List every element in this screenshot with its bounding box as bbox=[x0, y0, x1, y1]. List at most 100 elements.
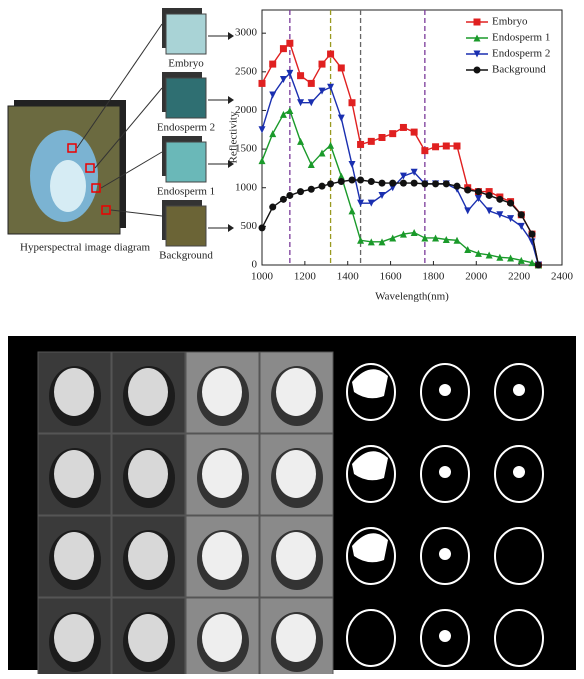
marker bbox=[443, 143, 450, 150]
x-tick-label: 1000 bbox=[251, 271, 274, 283]
marker bbox=[411, 180, 418, 187]
marker bbox=[474, 19, 481, 26]
marker bbox=[349, 161, 356, 168]
cube bbox=[166, 78, 206, 118]
marker bbox=[454, 183, 461, 190]
x-tick-label: 2200 bbox=[508, 271, 531, 283]
seed bbox=[128, 614, 168, 662]
marker bbox=[269, 204, 276, 211]
cube bbox=[166, 206, 206, 246]
marker bbox=[280, 111, 287, 118]
marker bbox=[400, 124, 407, 131]
seed bbox=[54, 532, 94, 580]
part-label: Endosperm 2 bbox=[157, 122, 215, 134]
marker bbox=[443, 180, 450, 187]
x-tick-label: 1600 bbox=[380, 271, 403, 283]
page: {"diagram":{"source_label":"Hyperspectra… bbox=[0, 0, 584, 679]
seed bbox=[202, 450, 242, 498]
marker bbox=[286, 107, 293, 114]
diagram: Hyperspectral image diagram bbox=[8, 100, 151, 254]
region bbox=[439, 384, 451, 396]
marker bbox=[454, 143, 461, 150]
part-label: Embryo bbox=[168, 58, 204, 70]
marker bbox=[259, 157, 266, 164]
y-tick-label: 0 bbox=[252, 259, 258, 271]
marker bbox=[432, 143, 439, 150]
marker bbox=[389, 180, 396, 187]
y-tick-label: 3000 bbox=[235, 27, 258, 39]
marker bbox=[389, 234, 396, 241]
region bbox=[439, 548, 451, 560]
marker bbox=[319, 183, 326, 190]
cube bbox=[166, 142, 206, 182]
x-axis-title: Wavelength(nm) bbox=[375, 291, 449, 303]
marker bbox=[432, 180, 439, 187]
marker bbox=[280, 196, 287, 203]
marker bbox=[259, 80, 266, 87]
marker bbox=[319, 61, 326, 68]
marker bbox=[474, 67, 481, 74]
marker bbox=[280, 45, 287, 52]
seed bbox=[128, 450, 168, 498]
marker bbox=[327, 180, 334, 187]
y-tick-label: 2500 bbox=[235, 65, 258, 77]
marker bbox=[308, 186, 315, 193]
legend-label: Endosperm 1 bbox=[492, 32, 550, 44]
marker bbox=[379, 134, 386, 141]
part-label: Endosperm 1 bbox=[157, 186, 215, 198]
marker bbox=[379, 180, 386, 187]
marker bbox=[368, 138, 375, 145]
region bbox=[439, 466, 451, 478]
marker bbox=[507, 200, 514, 207]
seed bbox=[128, 532, 168, 580]
marker bbox=[327, 51, 334, 58]
marker bbox=[486, 207, 493, 214]
x-tick-label: 1400 bbox=[337, 271, 360, 283]
marker bbox=[308, 80, 315, 87]
arrow-head bbox=[228, 32, 234, 40]
cube bbox=[166, 14, 206, 54]
marker bbox=[349, 207, 356, 214]
marker bbox=[464, 187, 471, 194]
x-tick-label: 1800 bbox=[422, 271, 445, 283]
arrow-head bbox=[228, 96, 234, 104]
legend-label: Embryo bbox=[492, 16, 528, 28]
source-label: Hyperspectral image diagram bbox=[20, 242, 151, 254]
marker bbox=[338, 115, 345, 122]
seed bbox=[54, 614, 94, 662]
marker bbox=[269, 92, 276, 99]
legend-label: Background bbox=[492, 64, 546, 76]
x-tick-label: 2000 bbox=[465, 271, 488, 283]
marker bbox=[475, 188, 482, 195]
marker bbox=[338, 178, 345, 185]
marker bbox=[368, 178, 375, 185]
seed bbox=[276, 368, 316, 416]
marker bbox=[496, 211, 503, 218]
part-label: Background bbox=[159, 250, 213, 262]
marker bbox=[286, 192, 293, 199]
marker bbox=[349, 99, 356, 106]
marker bbox=[421, 180, 428, 187]
seed bbox=[202, 614, 242, 662]
marker bbox=[421, 147, 428, 154]
marker bbox=[286, 40, 293, 47]
marker bbox=[327, 84, 334, 91]
marker bbox=[327, 142, 334, 149]
marker bbox=[389, 130, 396, 137]
seed bbox=[54, 368, 94, 416]
marker bbox=[535, 262, 542, 269]
marker bbox=[496, 196, 503, 203]
y-axis-title: Reflectivity bbox=[228, 111, 240, 163]
seed bbox=[54, 450, 94, 498]
seed bbox=[128, 368, 168, 416]
seed bbox=[202, 368, 242, 416]
marker bbox=[529, 231, 536, 238]
seed bbox=[202, 532, 242, 580]
region bbox=[439, 630, 451, 642]
x-tick-label: 2400 bbox=[551, 271, 574, 283]
marker bbox=[464, 207, 471, 214]
marker bbox=[357, 177, 364, 184]
series-line bbox=[262, 110, 538, 265]
marker bbox=[297, 138, 304, 145]
region bbox=[513, 466, 525, 478]
